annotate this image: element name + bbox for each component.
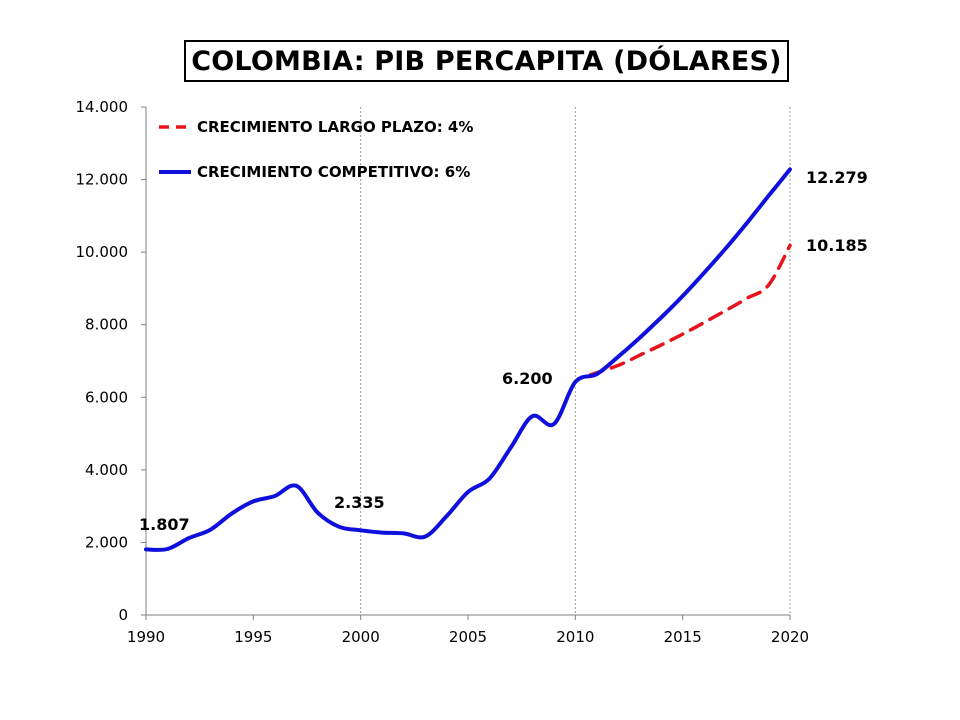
y-tick-label: 8.000 <box>85 316 128 334</box>
data-labels: 1.807 2.335 6.200 12.279 10.185 <box>139 168 868 534</box>
y-tick-label: 4.000 <box>85 461 128 479</box>
data-label: 10.185 <box>806 236 868 255</box>
data-label: 1.807 <box>139 515 190 534</box>
y-tick-label: 2.000 <box>85 533 128 551</box>
series-lines <box>144 167 792 552</box>
data-label: 2.335 <box>334 493 385 512</box>
y-tick-label: 0 <box>118 606 128 624</box>
legend-label: CRECIMIENTO LARGO PLAZO: 4% <box>197 118 473 136</box>
data-label: 6.200 <box>502 369 553 388</box>
x-tick-label: 1995 <box>234 628 272 646</box>
legend: CRECIMIENTO LARGO PLAZO: 4% CRECIMIENTO C… <box>159 118 473 181</box>
y-tick-label: 14.000 <box>76 98 129 116</box>
series-line-largo-plazo <box>588 243 792 377</box>
y-tick-label: 6.000 <box>85 388 128 406</box>
y-tick-label: 10.000 <box>76 243 129 261</box>
grid <box>360 107 791 615</box>
x-tick-label: 2005 <box>449 628 487 646</box>
x-tick-label: 2010 <box>556 628 594 646</box>
x-tick-label: 2015 <box>664 628 702 646</box>
x-tick-label: 2020 <box>771 628 809 646</box>
legend-label: CRECIMIENTO COMPETITIVO: 6% <box>197 163 470 181</box>
x-tick-label: 1990 <box>127 628 165 646</box>
y-tick-label: 12.000 <box>76 171 129 189</box>
data-label: 12.279 <box>806 168 868 187</box>
series-line-competitivo <box>144 167 792 552</box>
chart-title: COLOMBIA: PIB PERCAPITA (DÓLARES) <box>184 40 789 82</box>
axes: 0 2.000 4.000 6.000 8.000 10.000 12.000 14.000 1… <box>76 98 810 646</box>
x-tick-label: 2000 <box>342 628 380 646</box>
